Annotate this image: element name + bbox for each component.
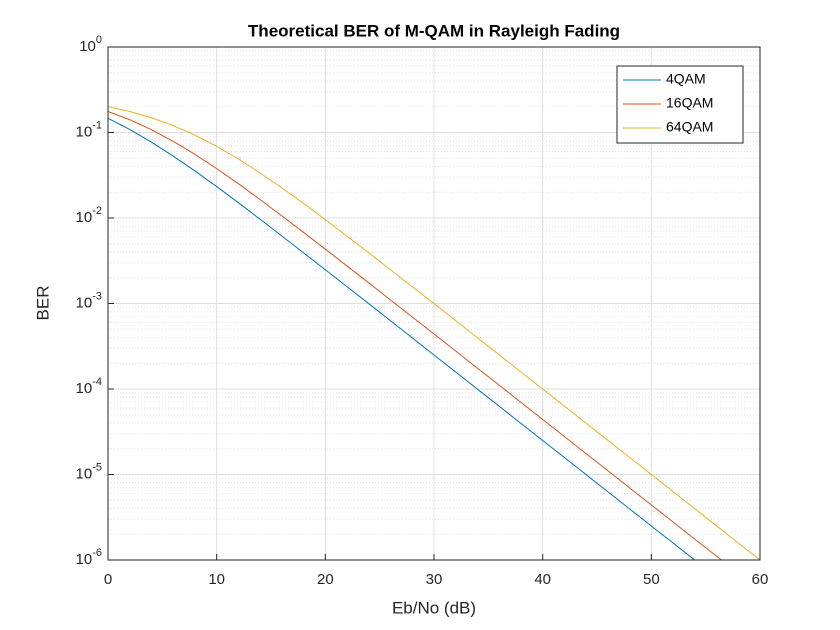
legend-label: 16QAM: [666, 95, 713, 111]
x-tick-label: 50: [643, 571, 660, 588]
series-line: [108, 106, 760, 560]
ticks: 10-6 10-5 10-4 10-3 10-2 10-1 100 0 10 20 30 40 50 60: [76, 34, 769, 588]
y-tick-label: 10-5: [76, 461, 102, 482]
x-tick-label: 40: [534, 571, 551, 588]
x-tick-label: 30: [426, 571, 443, 588]
y-tick-label: 10-4: [76, 376, 102, 397]
legend-label: 4QAM: [666, 71, 706, 87]
x-axis-label: Eb/No (dB): [392, 598, 476, 617]
y-tick-label: 10-1: [76, 119, 102, 140]
legend-label: 64QAM: [666, 119, 713, 135]
series-line: [108, 117, 696, 560]
x-tick-label: 60: [752, 571, 769, 588]
series-line: [108, 111, 723, 560]
y-tick-label: 100: [79, 34, 102, 55]
x-tick-label: 0: [104, 571, 112, 588]
x-tick-label: 10: [208, 571, 225, 588]
lines: [108, 106, 760, 560]
y-tick-label: 10-2: [76, 205, 102, 226]
y-tick-label: 10-6: [76, 547, 102, 568]
chart-title: Theoretical BER of M-QAM in Rayleigh Fad…: [248, 21, 620, 40]
y-tick-label: 10-3: [76, 290, 102, 311]
x-tick-label: 20: [317, 571, 334, 588]
y-axis-label: BER: [33, 286, 52, 321]
legend: 4QAM 16QAM 64QAM: [616, 65, 744, 144]
